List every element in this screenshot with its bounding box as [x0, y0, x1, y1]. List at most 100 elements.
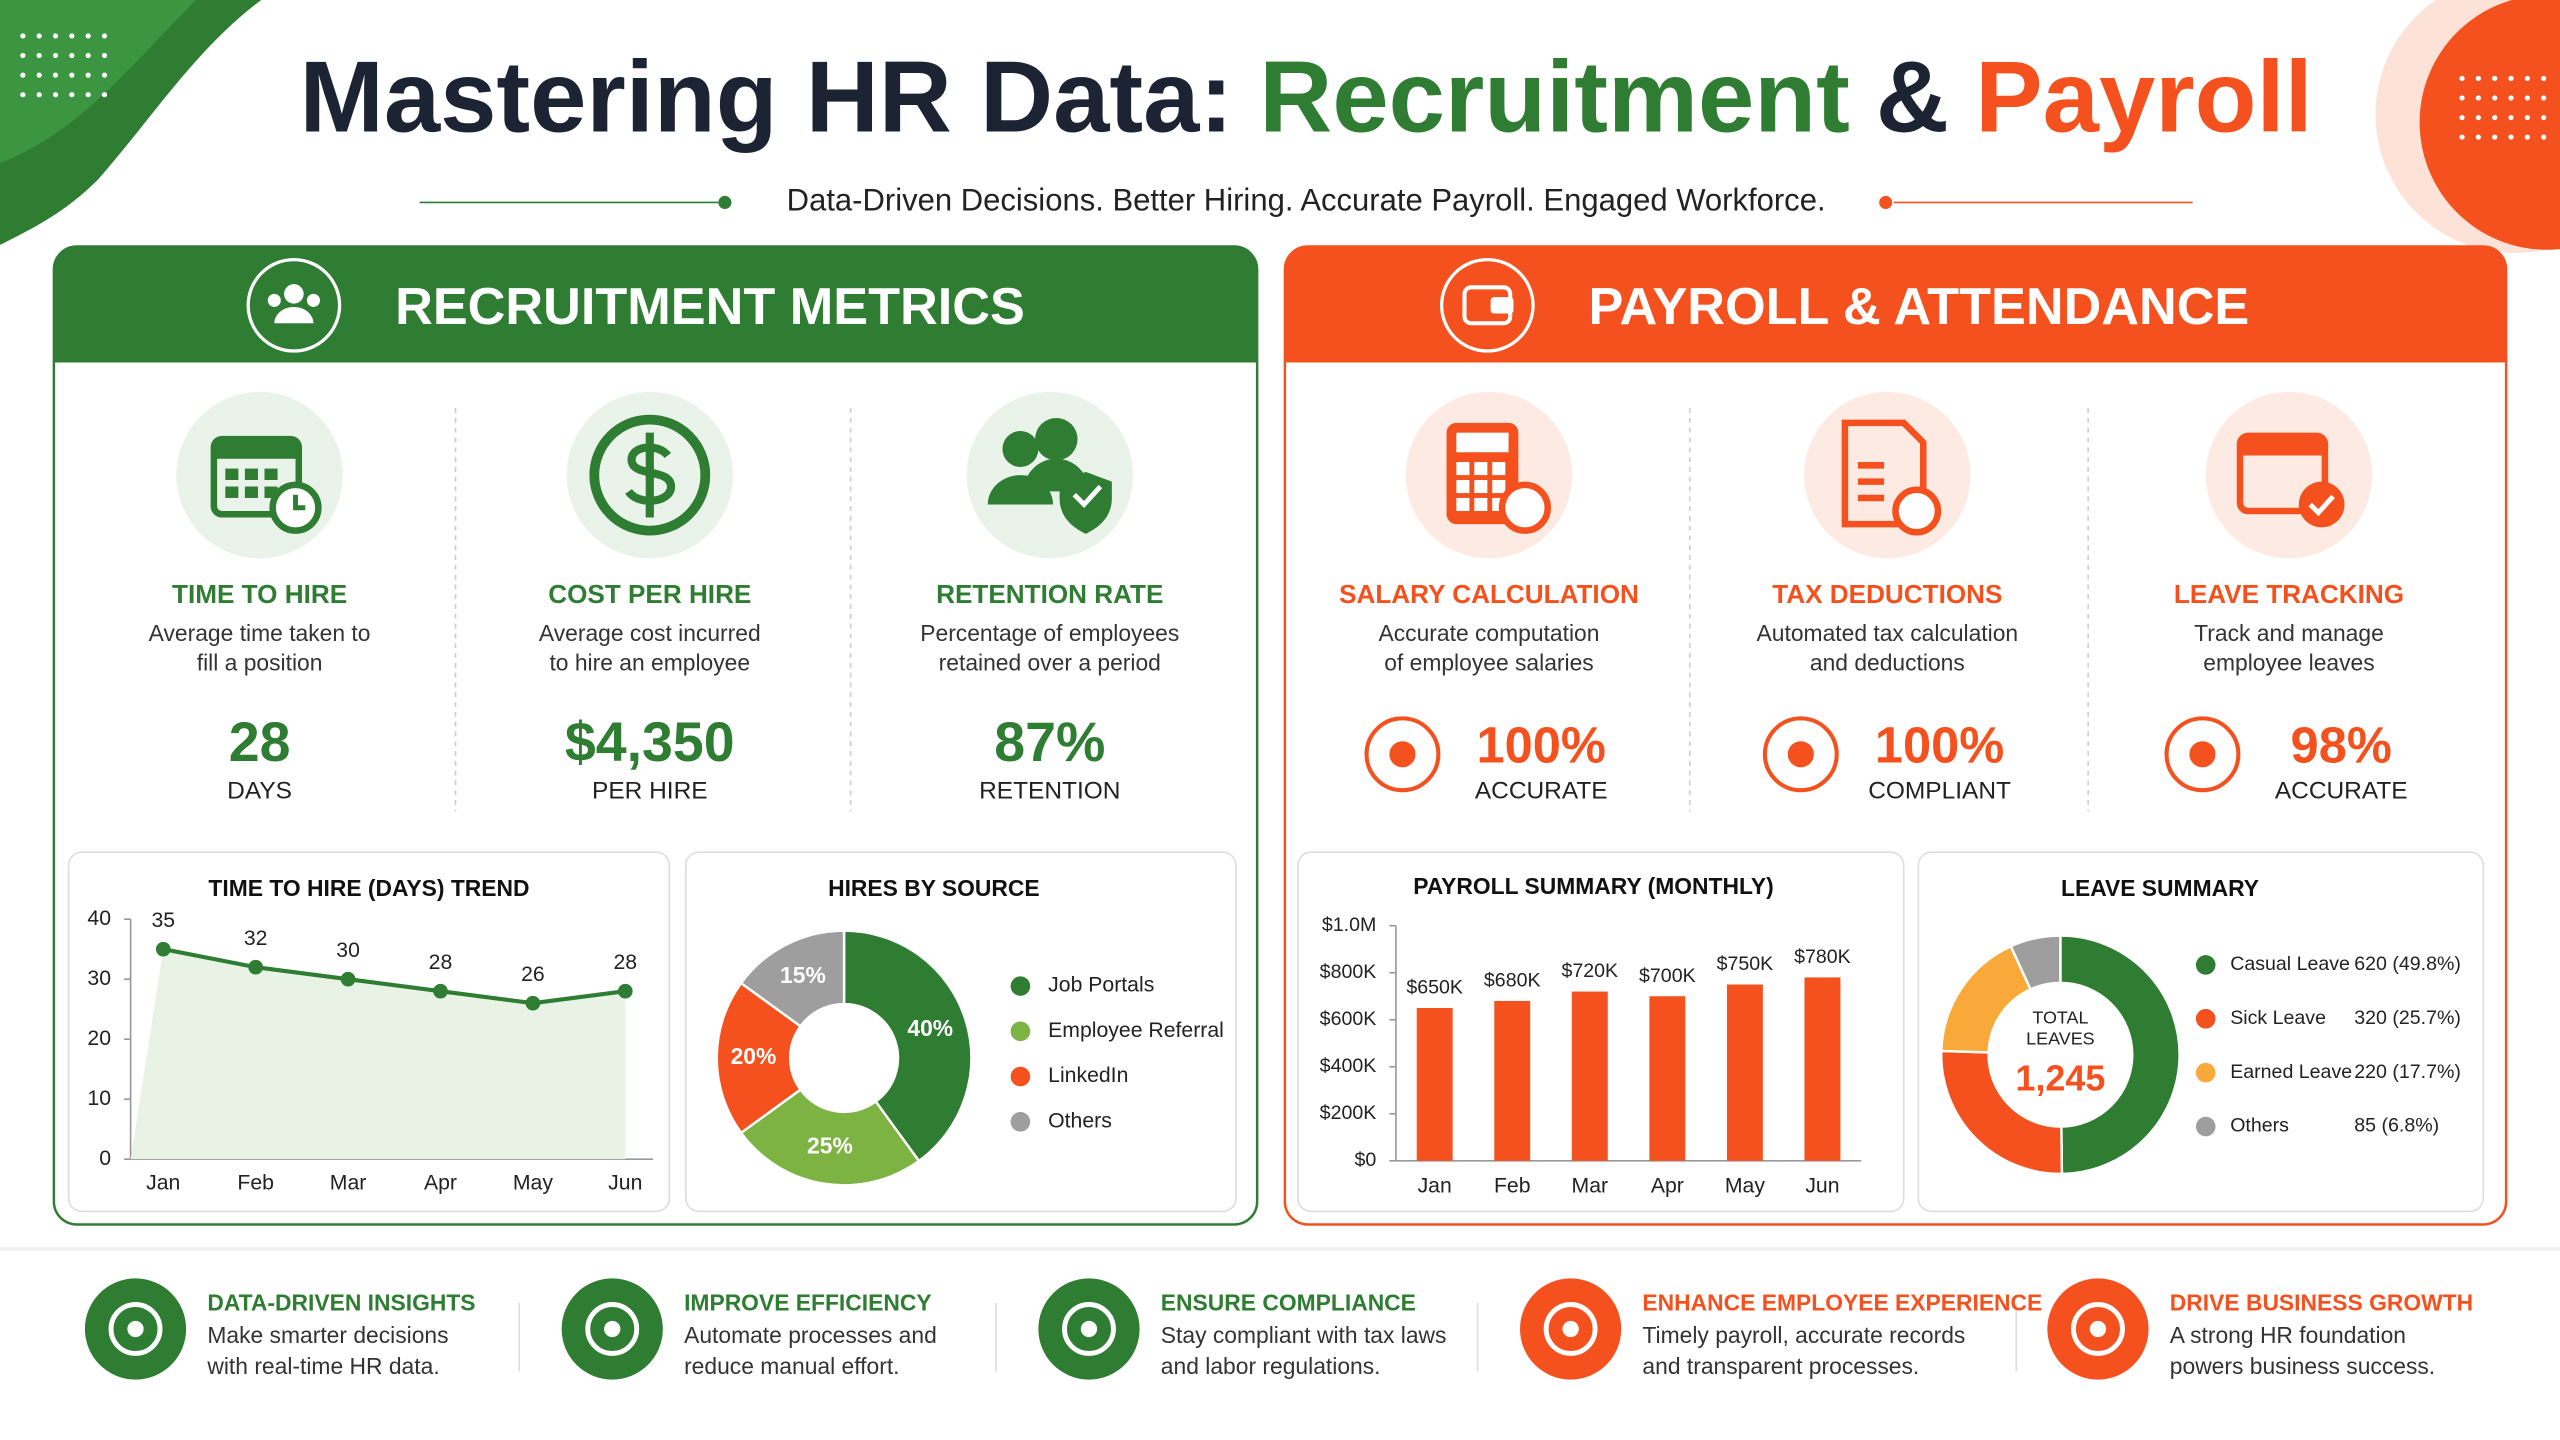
total-label: LEAVES	[2026, 1029, 2095, 1049]
x-tick-label: May	[1725, 1175, 1765, 1198]
data-label: 40%	[907, 1015, 953, 1041]
metric-title: LEAVE TRACKING	[2174, 579, 2404, 609]
footer-description: A strong HR foundation	[2170, 1322, 2406, 1348]
decor-dot	[2541, 95, 2547, 101]
metric-value: 100%	[1875, 717, 2004, 774]
corner-decoration	[2419, 0, 2560, 250]
title-part: Mastering HR Data:	[300, 40, 1234, 153]
line	[162, 947, 626, 1006]
decor-dot	[52, 72, 59, 78]
chart-title: TIME TO HIRE (DAYS) TREND	[208, 875, 529, 901]
metric-title: TIME TO HIRE	[172, 579, 347, 609]
metric-description: Average time taken to	[149, 620, 371, 646]
icon-shape	[1474, 497, 1488, 512]
footer-icon-inner	[1543, 1302, 1598, 1356]
y-tick-label: $1.0M	[1322, 914, 1376, 936]
metric-icon	[589, 414, 711, 536]
icon-shape	[2240, 435, 2325, 456]
x-tick-label: Apr	[1651, 1175, 1684, 1198]
panel-header	[1284, 246, 2507, 363]
panel-title: PAYROLL & ATTENDANCE	[1589, 278, 2250, 336]
decor-dot	[2541, 75, 2547, 81]
metric-value: 98%	[2291, 717, 2392, 774]
icon-shape	[1474, 462, 1488, 476]
footer-description: Timely payroll, accurate records	[1642, 1322, 1965, 1348]
x-tick-label: Jan	[146, 1171, 180, 1194]
legend-value: 220 (17.7%)	[2354, 1061, 2461, 1083]
decor-dot	[2475, 95, 2481, 101]
y-tick-label: 10	[87, 1087, 111, 1110]
decor-dot	[2541, 114, 2547, 121]
icon-shape	[225, 486, 239, 498]
footer-icon-inner	[604, 1320, 621, 1338]
y-tick-label: 40	[87, 907, 111, 930]
metric-unit: ACCURATE	[2275, 777, 2408, 804]
decor-dot	[36, 33, 42, 39]
total-label: TOTAL	[2032, 1008, 2088, 1028]
metric-icon	[210, 435, 322, 534]
icon-shape	[2298, 481, 2345, 528]
legend-label: Employee Referral	[1048, 1019, 1224, 1042]
y-tick-label: $600K	[1320, 1008, 1377, 1030]
data-label: 20%	[731, 1043, 777, 1069]
footer-icon-inner	[1080, 1320, 1098, 1338]
x-tick-label: Jun	[1805, 1175, 1839, 1198]
slice	[715, 981, 803, 1135]
footer-description: Make smarter decisions	[207, 1322, 448, 1348]
metric-title: COST PER HIRE	[548, 579, 751, 609]
legend-swatch	[1010, 1021, 1031, 1042]
footer-description: powers business success.	[2170, 1353, 2435, 1379]
icon-shape	[225, 468, 239, 480]
metric-icon	[2236, 432, 2345, 528]
decor-dot	[2459, 75, 2465, 81]
y-tick-label: $0	[1355, 1149, 1377, 1171]
decor-dot	[2524, 95, 2530, 101]
footer-title: IMPROVE EFFICIENCY	[684, 1290, 932, 1316]
icon-shape	[284, 284, 304, 304]
legend-value: 620 (49.8%)	[2354, 953, 2461, 975]
decor-dot	[2492, 75, 2498, 81]
metric-description: retained over a period	[939, 650, 1161, 676]
decor-dot	[69, 72, 75, 78]
metric-unit: DAYS	[227, 777, 292, 804]
y-tick-label: 30	[87, 967, 111, 990]
donut-center	[1991, 986, 2129, 1124]
decor-dot	[2459, 95, 2465, 101]
icon-shape	[1490, 297, 1514, 314]
panel-icon	[246, 257, 342, 353]
metric-value: 100%	[1476, 717, 1605, 774]
slice	[2059, 934, 2181, 1176]
legend-label: Sick Leave	[2230, 1007, 2326, 1029]
decor-dot	[85, 92, 91, 98]
footer-title: ENSURE COMPLIANCE	[1161, 1290, 1416, 1316]
metric-icon-bg	[2205, 391, 2373, 559]
icon-shape	[293, 494, 306, 511]
metric-description: employee leaves	[2203, 650, 2374, 676]
decor-dot	[2475, 114, 2481, 121]
metric-value: $4,350	[565, 711, 735, 773]
data-label: 25%	[807, 1132, 853, 1158]
footer-description: with real-time HR data.	[206, 1353, 439, 1379]
legend-swatch	[1010, 976, 1031, 996]
y-tick-label: $800K	[1320, 961, 1377, 983]
data-label: $780K	[1794, 946, 1851, 968]
footer-title: DRIVE BUSINESS GROWTH	[2170, 1290, 2473, 1316]
decor-dot	[101, 33, 108, 39]
chart-title: LEAVE SUMMARY	[2061, 875, 2259, 901]
icon-shape	[1456, 462, 1470, 476]
icon-shape	[1035, 417, 1078, 461]
point	[433, 983, 448, 999]
footer-icon-inner	[2089, 1320, 2107, 1338]
legend-label: Others	[1048, 1109, 1112, 1132]
decor-dot	[20, 92, 26, 98]
data-label: $720K	[1561, 960, 1618, 982]
x-tick-label: May	[513, 1171, 553, 1194]
x-tick-label: Jun	[608, 1171, 642, 1194]
metric-small-icon	[1762, 716, 1839, 793]
metric-small-icon	[2189, 741, 2216, 768]
legend-label: Others	[2230, 1115, 2289, 1137]
legend-label: Casual Leave	[2230, 953, 2350, 975]
decor-dot	[2524, 114, 2530, 121]
decor-dot	[101, 72, 108, 78]
